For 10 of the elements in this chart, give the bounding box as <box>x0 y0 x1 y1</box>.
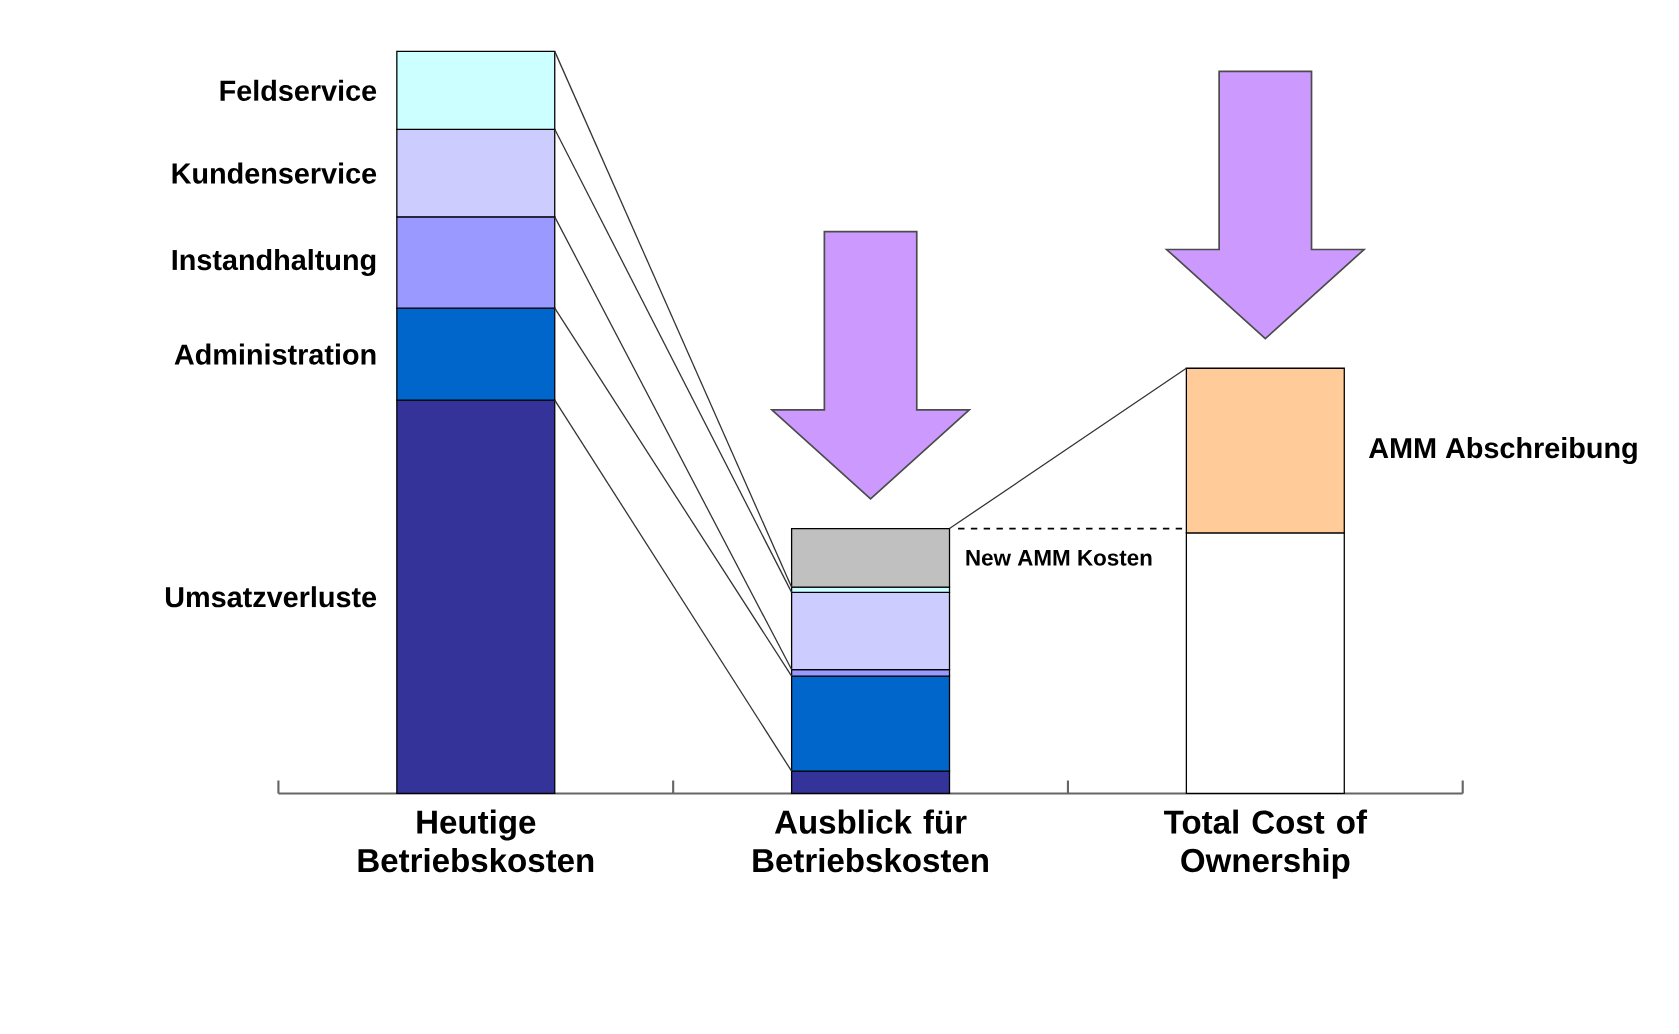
x-tick-label: Total Cost of Ownership <box>1164 809 1368 879</box>
series-label: Kundenservice <box>172 162 377 184</box>
x-tick-label: Ausblick für Betriebskosten <box>753 809 988 873</box>
series-label: AMM Abschreibung <box>1368 436 1637 464</box>
series-label: Instandhaltung <box>172 248 376 276</box>
series-label: New AMM Kosten <box>966 549 1152 566</box>
series-label: Administration <box>174 343 376 365</box>
series-label: Umsatzverluste <box>165 586 377 608</box>
series-label: Feldservice <box>220 79 377 101</box>
x-tick-label: Heutige Betriebskosten <box>358 809 594 873</box>
